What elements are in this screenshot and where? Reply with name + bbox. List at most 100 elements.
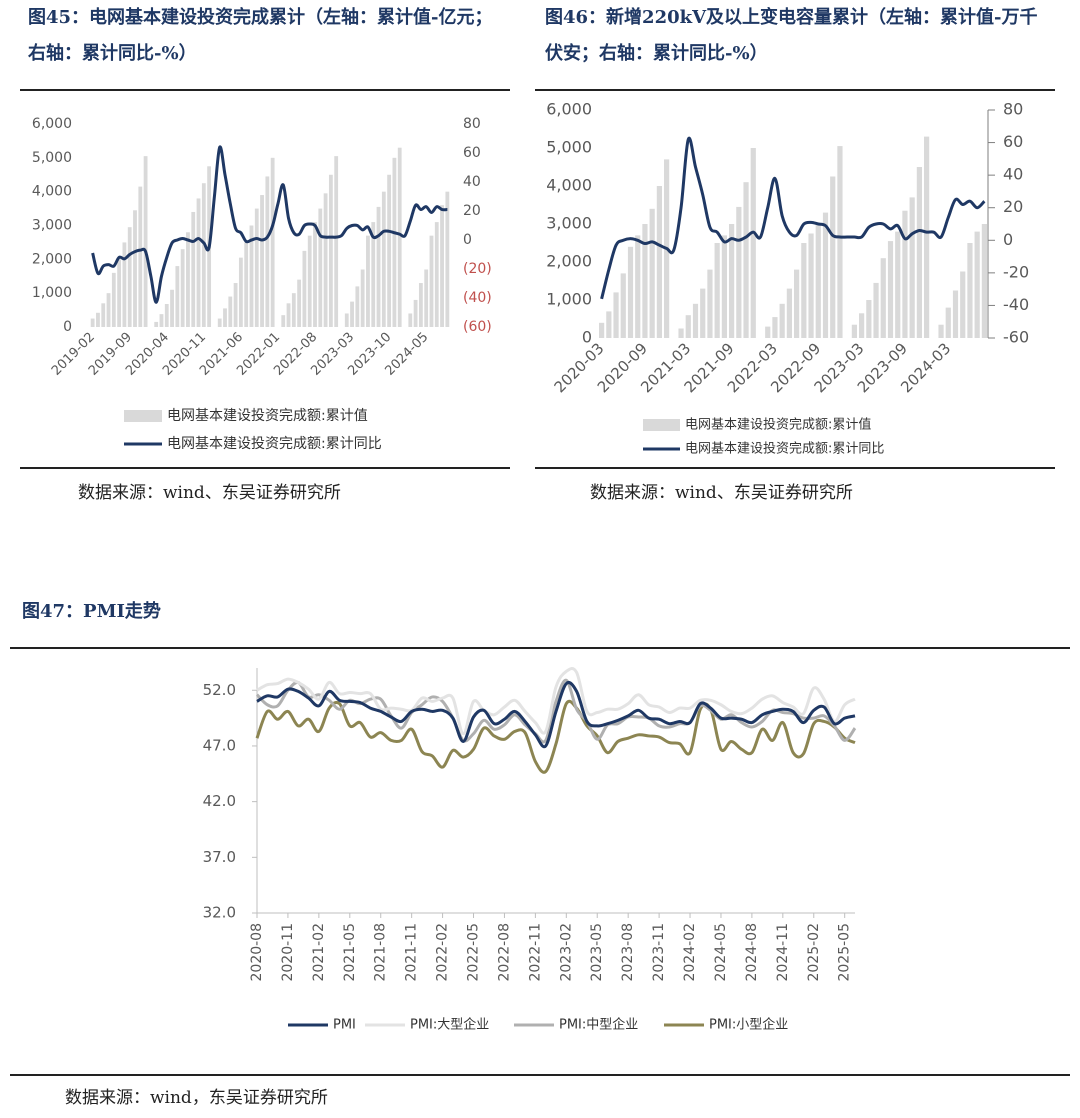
y-tick-label: 1,000 [546, 290, 592, 309]
bar [440, 205, 444, 327]
y2-tick-label: (60) [463, 319, 492, 335]
bar [429, 235, 434, 327]
bar [692, 303, 699, 338]
bar [967, 243, 973, 338]
bar [945, 307, 951, 338]
y-tick-label: 42.0 [203, 792, 236, 810]
x-tick-label: 2021-11 [404, 923, 420, 982]
bar [974, 231, 980, 338]
bar [106, 293, 111, 327]
bar [750, 148, 756, 338]
bar [815, 224, 821, 338]
bar [302, 250, 307, 327]
y2-tick-label: 40 [463, 174, 481, 190]
y2-tick-label: (20) [463, 261, 492, 277]
bar [822, 212, 829, 338]
bar [613, 292, 619, 338]
bar [851, 324, 857, 338]
bar [960, 271, 966, 338]
bar [360, 269, 365, 327]
bar [866, 300, 872, 338]
y2-tick-label: 80 [463, 116, 481, 132]
bar [233, 283, 238, 327]
bar [743, 182, 749, 338]
bar [381, 191, 386, 327]
y-tick-label: 3,000 [546, 214, 592, 233]
bar [186, 232, 190, 327]
y-tick-label: 2,000 [546, 252, 592, 271]
x-tick-label: 2023-11 [651, 923, 667, 982]
bar [434, 222, 439, 327]
y-tick-label: 3,000 [32, 218, 72, 234]
x-tick-label: 2022-05 [466, 923, 482, 982]
legend-label: 电网基本建设投资完成额:累计值 [685, 417, 871, 433]
bar [413, 299, 418, 327]
source: 数据来源：wind、东吴证券研究所 [590, 483, 853, 503]
bar [392, 157, 397, 327]
x-tick-label: 2022-11 [527, 923, 543, 982]
y2-tick-label: 20 [463, 203, 481, 219]
bar [424, 269, 429, 327]
bar [366, 235, 370, 327]
y-tick-label: 2,000 [32, 251, 72, 267]
y2-tick-label: 0 [463, 232, 472, 248]
bar [111, 272, 116, 327]
y-tick-label: 37.0 [203, 848, 236, 866]
y2-tick-label: 60 [1003, 132, 1023, 151]
line [91, 145, 448, 304]
y-tick-label: 47.0 [203, 736, 236, 754]
bar [154, 321, 159, 327]
x-tick-label: 2023-05 [589, 923, 605, 982]
bar [916, 167, 922, 338]
bar [371, 222, 376, 327]
bar [714, 243, 720, 338]
bar [599, 322, 605, 338]
bar [159, 314, 164, 327]
bar [323, 193, 328, 327]
x-tick-label: 2024-11 [775, 923, 791, 982]
y2-tick-label: -60 [1003, 328, 1029, 347]
bar [736, 206, 742, 338]
bar [707, 269, 713, 338]
x-tick-label: 2024-08 [744, 923, 760, 982]
bar [344, 313, 349, 327]
bar [794, 269, 800, 338]
bar [938, 324, 944, 338]
bar [397, 147, 402, 327]
bar [779, 303, 785, 338]
line [256, 666, 856, 736]
bar [291, 293, 296, 327]
x-tick-label: 2024-05 [713, 923, 729, 982]
bar [122, 242, 127, 327]
legend-label: 电网基本建设投资完成额:累计同比 [167, 435, 382, 452]
bar [952, 290, 959, 338]
bar [880, 258, 886, 338]
bar [606, 311, 612, 338]
bar [830, 176, 836, 338]
bar [249, 225, 254, 327]
bar [96, 312, 100, 327]
y-tick-label: 6,000 [32, 116, 72, 132]
x-tick-label: 2022-08 [496, 923, 512, 982]
bar [635, 235, 641, 338]
bar [260, 195, 264, 327]
bar [191, 211, 196, 327]
x-tick-label: 2020-11 [280, 923, 296, 982]
bar [418, 283, 423, 327]
y2-tick-label: 0 [1003, 230, 1013, 249]
bar [729, 224, 735, 338]
bar [387, 174, 392, 327]
bar [355, 286, 360, 327]
bar [196, 198, 201, 327]
x-tick-label: 2023-08 [620, 923, 636, 982]
source: 数据来源：wind，东吴证券研究所 [65, 1088, 328, 1108]
bar [217, 318, 222, 327]
bar [350, 301, 354, 327]
bar [238, 257, 243, 327]
bar [620, 273, 626, 338]
line [256, 681, 856, 749]
legend-label: PMI:大型企业 [410, 1017, 489, 1033]
bar [297, 279, 302, 327]
bar [700, 288, 706, 338]
